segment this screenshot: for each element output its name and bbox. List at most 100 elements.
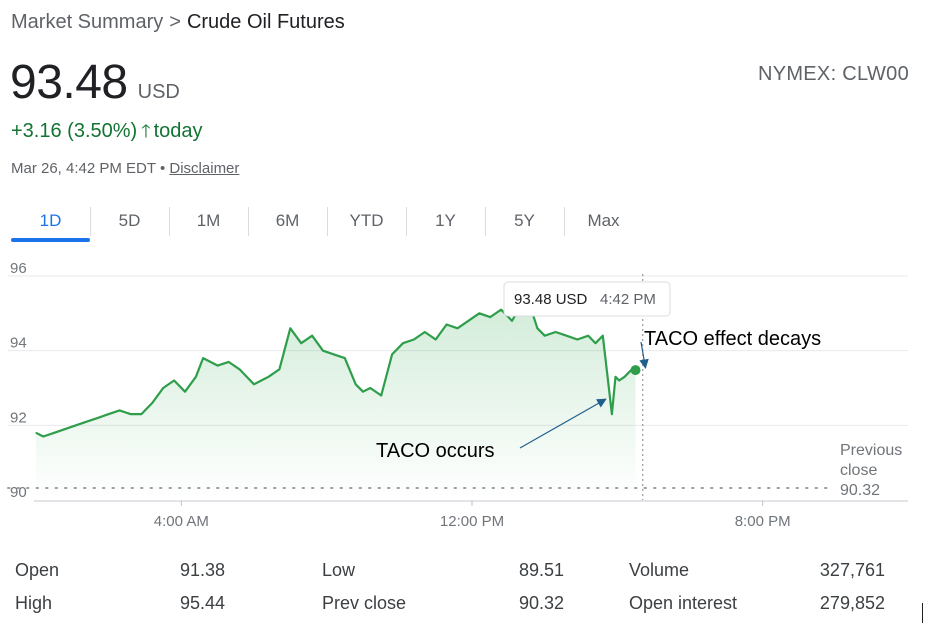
stat-value-volume: 327,761: [819, 560, 885, 580]
price-series: [35, 301, 641, 438]
y-tick-label: 94: [10, 335, 27, 352]
stat-value-prev-close: 90.32: [518, 593, 564, 613]
area-fill: [36, 302, 636, 500]
price-point: [424, 331, 426, 333]
price-point: [500, 309, 502, 311]
price-point: [202, 357, 204, 359]
price-point: [260, 379, 262, 382]
price-point: [614, 376, 617, 378]
annotation-taco-occurs: TACO occurs: [376, 440, 495, 462]
price-line: [35, 301, 636, 438]
ticker-symbol: NYMEX: CLW00: [757, 63, 909, 85]
price-point: [162, 387, 164, 389]
tab-ytd[interactable]: YTD: [327, 204, 406, 238]
tooltip-box: [503, 281, 671, 317]
stats-row: Open 91.38 Low 89.51 Volume 327,761: [15, 560, 895, 586]
price-point: [35, 432, 37, 434]
price-chart[interactable]: Previous close 90.32 96 94 92 90 4:00 AM 12:00 …: [0, 258, 939, 540]
price-point: [456, 327, 459, 329]
x-tick-label: 8:00 PM: [735, 513, 791, 530]
tab-5d[interactable]: 5D: [90, 204, 169, 238]
price-point: [253, 383, 255, 385]
tab-max[interactable]: Max: [564, 204, 643, 238]
price-area: [36, 302, 636, 500]
price-point: [86, 421, 88, 423]
price-point: [311, 335, 313, 337]
y-tick-label: 96: [10, 260, 27, 277]
price-point: [602, 335, 604, 337]
annotation-taco-decays: TACO effect decays: [644, 328, 821, 350]
tab-1d[interactable]: 1D: [11, 204, 90, 242]
price-point: [151, 402, 153, 404]
text-cursor: [922, 603, 923, 623]
tab-1m[interactable]: 1M: [169, 204, 248, 238]
price-point: [369, 387, 371, 389]
price-point: [489, 316, 491, 318]
price-point: [209, 361, 211, 363]
price-point: [576, 338, 578, 341]
stat-label-low: Low: [322, 560, 356, 580]
price-point: [238, 368, 241, 370]
tooltip-price: 93.48 USD: [514, 291, 588, 308]
price-point: [618, 379, 620, 382]
price-point: [362, 391, 364, 393]
price-point: [140, 413, 142, 415]
price-point: [64, 428, 66, 430]
price-point: [587, 335, 589, 337]
breadcrumb-parent[interactable]: Market Summary: [11, 11, 164, 33]
hover-tooltip: 93.48 USD 4:42 PM: [503, 274, 671, 500]
price-point: [42, 435, 44, 438]
tooltip-time: 4:42 PM: [600, 291, 656, 308]
price-point: [53, 432, 55, 434]
tab-6m[interactable]: 6M: [248, 204, 327, 238]
stats-row: High 95.44 Prev close 90.32 Open interes…: [15, 593, 895, 619]
stat-value-high: 95.44: [179, 593, 225, 613]
tab-5y[interactable]: 5Y: [485, 204, 564, 238]
currency-label: USD: [137, 81, 180, 103]
current-price: 93.48: [10, 56, 128, 109]
price-point: [173, 379, 175, 382]
annotation-arrow: [519, 398, 607, 449]
stat-label-volume: Volume: [629, 560, 690, 580]
price-point: [554, 331, 557, 333]
price-point: [322, 350, 324, 352]
price-point: [402, 342, 404, 344]
price-point: [536, 327, 539, 329]
axis-ticks: 96 94 92 90 4:00 AM 12:00 PM 8:00 PM: [10, 260, 791, 530]
price-point: [333, 353, 335, 355]
previous-close-reference: Previous close 90.32: [7, 442, 902, 499]
x-tick-label: 4:00 AM: [154, 513, 209, 530]
price-point: [246, 376, 248, 378]
price-point: [413, 338, 415, 341]
stat-label-prev-close: Prev close: [322, 593, 407, 613]
price-point: [108, 413, 110, 415]
price-point: [227, 361, 230, 363]
price-point: [435, 338, 437, 341]
price-point: [391, 353, 393, 355]
price-point: [75, 424, 77, 426]
y-tick-label: 90: [10, 484, 27, 501]
price-point: [217, 365, 219, 367]
price-point: [118, 409, 121, 411]
price-point: [97, 417, 99, 419]
price-point: [289, 327, 291, 329]
current-price-dot: [630, 365, 641, 376]
price-point: [380, 394, 382, 397]
price-point: [278, 368, 281, 370]
price-row: 93.48 USD: [10, 55, 180, 110]
x-tick-label: 12:00 PM: [440, 513, 504, 530]
previous-close-value: 90.32: [840, 482, 880, 499]
stat-label-open: Open: [15, 560, 60, 580]
change-value: +3.16 (3.50%): [11, 120, 138, 142]
price-point: [624, 376, 626, 378]
price-point: [594, 342, 597, 344]
breadcrumb: Market Summary > Crude Oil Futures: [11, 11, 345, 34]
price-point: [565, 335, 568, 337]
price-point: [611, 413, 613, 415]
disclaimer-link[interactable]: Disclaimer: [169, 160, 240, 177]
chart-annotations: TACO occurs TACO effect decays: [376, 328, 821, 462]
annotation-arrow: [639, 341, 649, 370]
tab-1y[interactable]: 1Y: [406, 204, 485, 238]
price-point: [467, 320, 469, 322]
stat-label-open-interest: Open interest: [629, 593, 738, 613]
